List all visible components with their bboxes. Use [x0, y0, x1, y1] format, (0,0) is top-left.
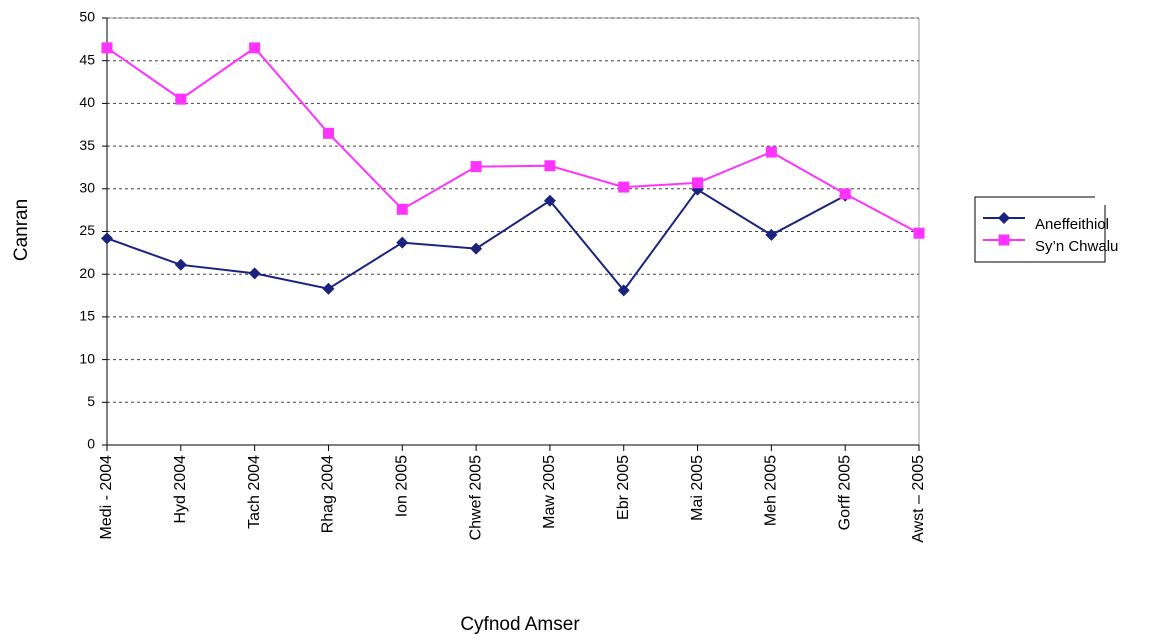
data-point — [839, 188, 851, 200]
x-tick-label: Ion 2005 — [393, 455, 410, 517]
data-point — [174, 258, 187, 271]
y-tick-label: 50 — [79, 9, 95, 25]
y-tick-label: 40 — [79, 94, 95, 110]
x-tick-label: Ebr 2005 — [615, 455, 632, 520]
data-point — [913, 227, 925, 239]
data-point — [322, 127, 334, 139]
data-point — [617, 284, 630, 297]
x-tick-label: Maw 2005 — [541, 455, 558, 529]
data-point — [396, 203, 408, 215]
series-line — [106, 46, 920, 235]
y-tick-label: 35 — [79, 137, 95, 153]
data-point — [101, 42, 113, 54]
y-tick-label: 45 — [79, 51, 95, 67]
x-tick-label: Hyd 2004 — [172, 455, 189, 524]
y-tick-label: 0 — [87, 436, 95, 452]
data-point — [765, 228, 778, 241]
data-point — [470, 161, 482, 173]
x-tick-label: Medi - 2004 — [98, 455, 115, 540]
x-tick-label: Meh 2005 — [763, 455, 780, 526]
legend-label: Sy’n Chwalu — [1035, 238, 1118, 255]
data-point — [101, 232, 113, 245]
data-point — [470, 242, 483, 255]
x-axis-label: Cyfnod Amser — [460, 614, 580, 635]
x-tick-label: Mai 2005 — [689, 455, 706, 521]
x-tick-label: Awst – 2005 — [910, 455, 927, 543]
y-tick-label: 20 — [79, 265, 95, 281]
data-point — [249, 42, 261, 54]
y-tick-label: 25 — [79, 222, 95, 238]
data-point — [998, 234, 1010, 246]
series-line — [106, 188, 846, 293]
data-point — [396, 236, 409, 249]
data-point — [618, 181, 630, 193]
data-point — [248, 267, 261, 280]
x-tick-label: Chwef 2005 — [467, 455, 484, 540]
x-tick-label: Rhag 2004 — [320, 455, 337, 533]
data-point — [998, 212, 1010, 224]
data-point — [543, 194, 556, 207]
x-tick-label: Tach 2004 — [246, 455, 263, 529]
y-tick-label: 5 — [87, 393, 95, 409]
x-tick-label: Gorff 2005 — [836, 455, 853, 530]
data-point — [544, 160, 556, 172]
y-tick-label: 10 — [79, 350, 95, 366]
legend-box — [974, 196, 1106, 263]
data-point — [765, 146, 777, 158]
data-point — [322, 282, 335, 295]
y-tick-label: 15 — [79, 308, 95, 324]
legend-label: Aneffeithiol — [1035, 216, 1109, 233]
y-axis-label: Canran — [11, 199, 32, 261]
data-point — [692, 177, 704, 189]
data-point — [175, 93, 187, 105]
y-tick-label: 30 — [79, 180, 95, 196]
